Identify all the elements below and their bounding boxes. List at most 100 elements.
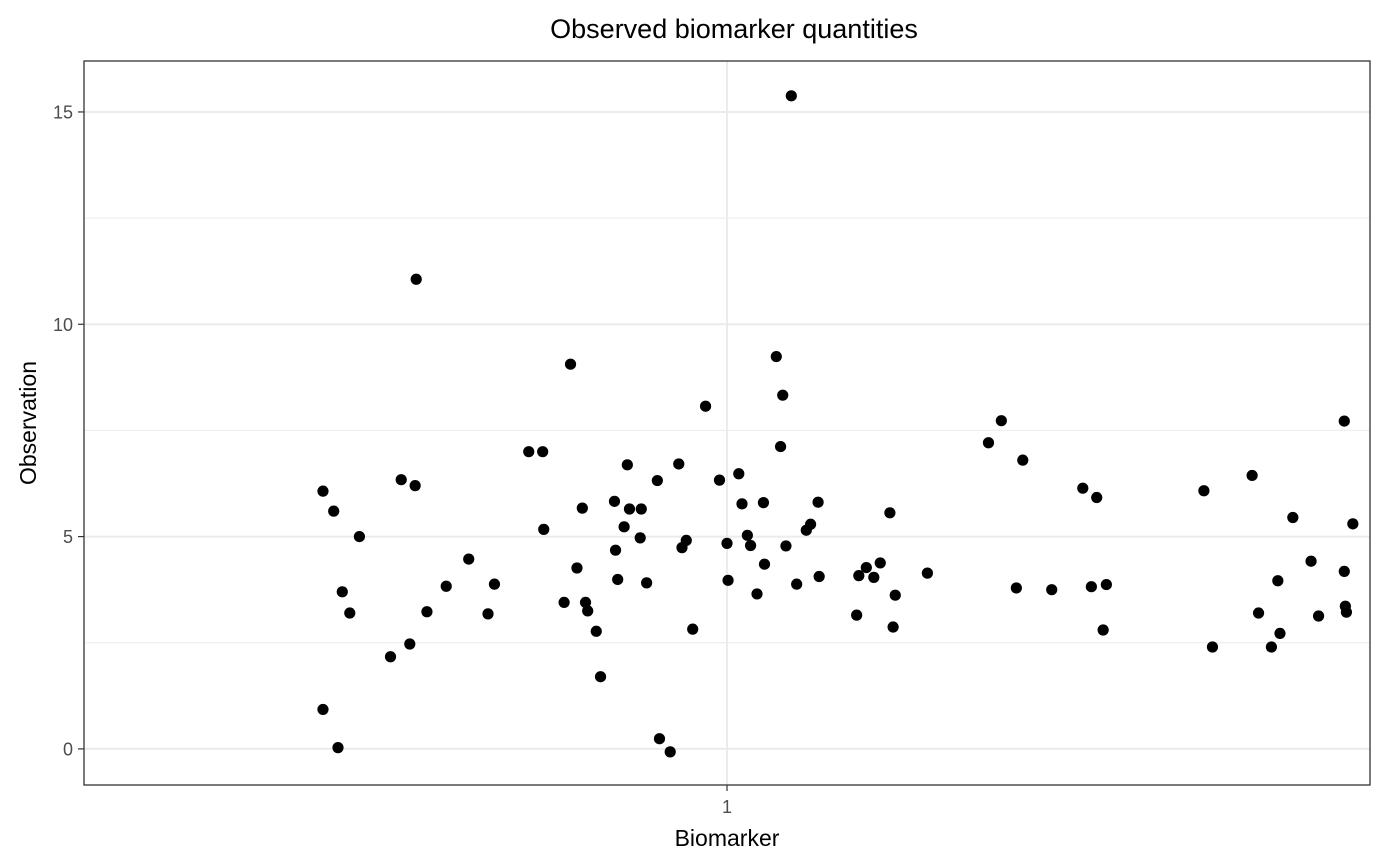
data-point	[537, 446, 549, 458]
data-point	[641, 577, 653, 589]
data-point	[887, 621, 899, 633]
y-tick-label: 5	[63, 527, 73, 547]
data-point	[344, 607, 356, 619]
data-point	[590, 625, 602, 637]
data-point	[673, 458, 685, 470]
data-point	[791, 578, 803, 590]
data-point	[1305, 555, 1317, 567]
data-point	[1272, 575, 1284, 587]
data-point	[995, 415, 1007, 427]
data-point	[1287, 511, 1299, 524]
data-point	[576, 502, 588, 514]
x-axis-title: Biomarker	[675, 825, 780, 851]
y-tick-label: 15	[53, 102, 73, 122]
data-point	[889, 589, 901, 601]
data-point	[317, 703, 329, 716]
data-point	[1252, 607, 1265, 619]
x-axis: 1	[722, 785, 732, 817]
data-point	[1017, 454, 1029, 466]
data-point	[1246, 469, 1258, 482]
data-point	[813, 570, 825, 583]
data-point	[336, 586, 348, 598]
y-axis: 0 5 10 15	[53, 102, 84, 759]
data-point	[332, 742, 344, 754]
data-point	[1312, 610, 1325, 622]
data-point	[1077, 482, 1089, 494]
data-point	[623, 503, 636, 515]
data-point	[395, 474, 407, 486]
data-points	[317, 90, 1359, 758]
y-axis-title: Observation	[15, 361, 41, 485]
data-point	[741, 529, 753, 541]
data-point	[736, 498, 748, 510]
data-point	[1347, 518, 1359, 530]
y-tick-label: 10	[53, 315, 73, 335]
grid-lines	[84, 61, 1370, 785]
data-point	[982, 437, 995, 449]
data-point	[579, 596, 592, 609]
data-point	[744, 539, 757, 552]
data-point	[1085, 581, 1097, 593]
data-point	[713, 474, 726, 486]
data-point	[1100, 578, 1112, 591]
data-point	[653, 733, 666, 745]
data-point	[594, 671, 607, 683]
data-point	[1338, 565, 1350, 578]
data-point	[564, 358, 577, 370]
data-point	[1010, 582, 1022, 594]
data-point	[1097, 624, 1109, 636]
data-point	[751, 588, 763, 600]
data-point	[721, 537, 733, 549]
data-point	[488, 578, 501, 590]
data-point	[410, 273, 422, 285]
data-point	[1274, 627, 1286, 640]
data-point	[463, 553, 475, 565]
data-point	[328, 505, 340, 517]
data-point	[777, 389, 789, 401]
data-point	[618, 521, 630, 533]
data-point	[612, 573, 624, 586]
data-point	[860, 561, 872, 574]
data-point	[758, 558, 771, 570]
data-point	[780, 540, 792, 552]
data-point	[384, 651, 397, 663]
data-point	[404, 638, 416, 650]
data-point	[1338, 415, 1350, 427]
data-point	[699, 400, 712, 412]
data-point	[353, 530, 366, 543]
data-point	[482, 608, 494, 620]
data-point	[785, 90, 797, 102]
data-point	[621, 459, 633, 471]
data-point	[853, 570, 865, 582]
data-point	[571, 562, 583, 574]
data-point	[921, 567, 934, 579]
data-point	[1198, 485, 1210, 497]
data-point	[733, 468, 745, 480]
data-point	[317, 485, 329, 497]
data-point	[582, 605, 594, 617]
data-point	[868, 571, 880, 583]
data-point	[651, 474, 663, 487]
data-point	[680, 534, 692, 547]
data-point	[774, 440, 787, 453]
data-point	[664, 746, 676, 758]
data-point	[440, 580, 452, 592]
data-point	[558, 596, 570, 609]
data-point	[421, 606, 433, 618]
data-point	[1265, 641, 1278, 653]
data-point	[851, 609, 863, 621]
y-tick-label: 0	[63, 739, 73, 759]
data-point	[757, 497, 770, 509]
data-point	[874, 557, 886, 569]
data-point	[770, 350, 782, 363]
data-point	[884, 507, 896, 519]
data-point	[1206, 641, 1219, 653]
data-point	[722, 574, 734, 586]
data-point	[608, 495, 621, 507]
data-point	[687, 623, 699, 635]
data-point	[812, 496, 824, 508]
data-point	[409, 480, 421, 492]
data-point	[538, 523, 550, 535]
data-point	[1091, 491, 1103, 504]
